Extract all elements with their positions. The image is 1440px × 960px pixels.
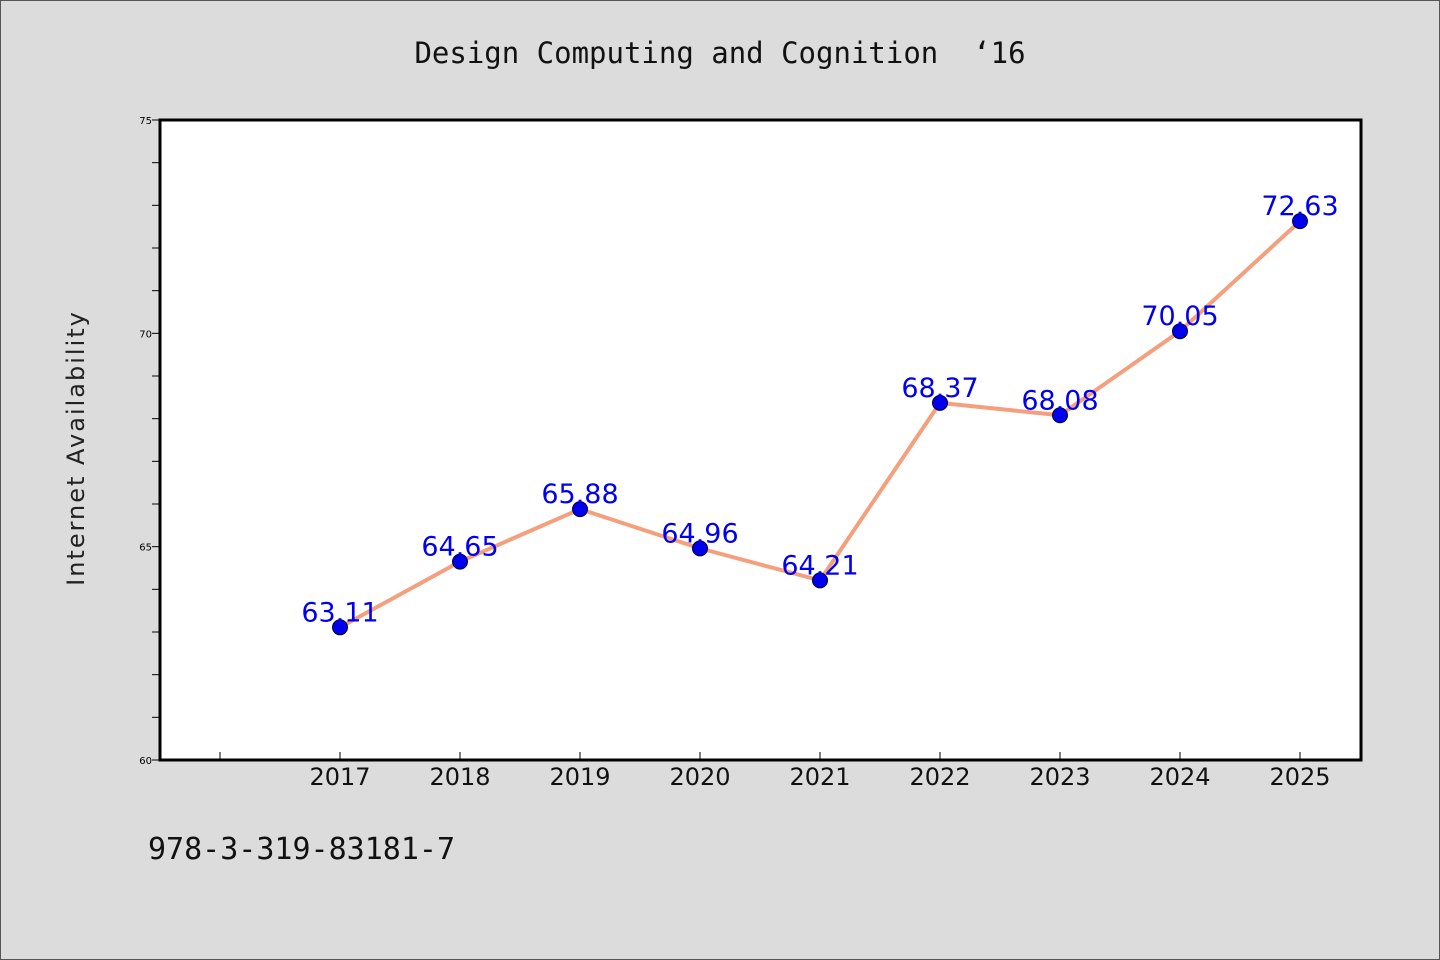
x-tick-label: 2024 xyxy=(1149,763,1210,791)
x-axis-ticks: 2017 2018 2019 2020 2021 2022 2023 2024 2025 xyxy=(219,752,1331,791)
plot-area xyxy=(158,118,1363,762)
data-point xyxy=(1292,213,1308,230)
data-point xyxy=(572,501,588,518)
data-label: 70.05 xyxy=(1141,301,1218,332)
chart-title: Design Computing and Cognition ‘16 xyxy=(414,36,1026,70)
data-label: 64.96 xyxy=(661,518,738,549)
data-label: 68.08 xyxy=(1021,385,1098,416)
y-tick-label: 75 xyxy=(139,116,152,127)
data-point xyxy=(692,540,708,557)
x-tick-label: 2018 xyxy=(429,763,490,791)
data-label: 65.88 xyxy=(541,479,618,510)
data-labels: 63.11 64.65 65.88 64.96 64.21 68.37 68.08 70.05… xyxy=(301,191,1338,628)
data-label: 68.37 xyxy=(901,373,978,404)
series-markers xyxy=(332,213,1308,636)
data-point xyxy=(1052,407,1068,424)
x-tick-label: 2019 xyxy=(549,763,610,791)
data-point xyxy=(812,572,828,589)
data-label: 64.65 xyxy=(421,532,498,563)
x-tick-label: 2017 xyxy=(309,763,370,791)
data-point xyxy=(332,619,348,636)
data-label: 72.63 xyxy=(1261,191,1338,222)
data-point xyxy=(452,553,468,570)
y-tick-label: 65 xyxy=(139,543,152,554)
x-tick-label: 2025 xyxy=(1269,763,1330,791)
data-point xyxy=(932,394,948,411)
isbn-footer: 978-3-319-83181-7 xyxy=(148,832,456,867)
data-label: 64.21 xyxy=(781,550,858,581)
x-tick-label: 2022 xyxy=(909,763,970,791)
x-tick-label: 2020 xyxy=(669,763,730,791)
x-tick-label: 2021 xyxy=(789,763,850,791)
y-axis-ticks: 60 65 70 75 xyxy=(139,116,160,767)
data-point xyxy=(1172,323,1188,340)
y-tick-label: 60 xyxy=(139,756,152,767)
data-label: 63.11 xyxy=(301,597,378,628)
x-tick-label: 2023 xyxy=(1029,763,1090,791)
y-tick-label: 70 xyxy=(139,329,152,340)
